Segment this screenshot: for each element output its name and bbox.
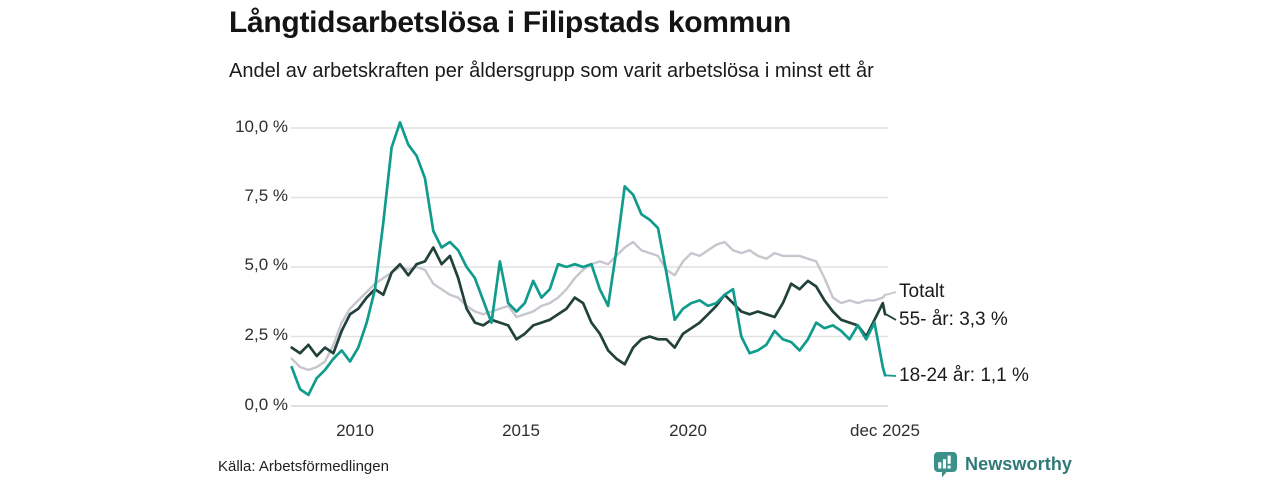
x-axis-tick: 2020 (669, 421, 707, 440)
x-axis-tick: 2015 (502, 421, 540, 440)
y-axis-tick: 2,5 % (244, 325, 288, 344)
page-title: Långtidsarbetslösa i Filipstads kommun (229, 6, 792, 39)
series-end-label-totalt: Totalt (899, 281, 945, 302)
y-axis-tick: 10,0 % (235, 117, 288, 136)
y-axis-tick: 7,5 % (244, 186, 288, 205)
x-axis-tick: dec 2025 (850, 421, 920, 440)
bar-chart-speech-bubble-icon (934, 452, 957, 478)
source-note: Källa: Arbetsförmedlingen (218, 458, 389, 475)
series-end-label-18-24: 18-24 år: 1,1 % (899, 365, 1029, 386)
chart-subtitle: Andel av arbetskraften per åldersgrupp s… (229, 60, 874, 82)
x-axis-tick: 2010 (336, 421, 374, 440)
brand-name: Newsworthy (965, 454, 1073, 474)
y-axis-tick: 0,0 % (244, 395, 288, 414)
newsworthy-logo: Newsworthy (933, 451, 1072, 478)
y-axis-tick: 5,0 % (244, 255, 288, 274)
series-end-label-55: 55- år: 3,3 % (899, 309, 1008, 330)
